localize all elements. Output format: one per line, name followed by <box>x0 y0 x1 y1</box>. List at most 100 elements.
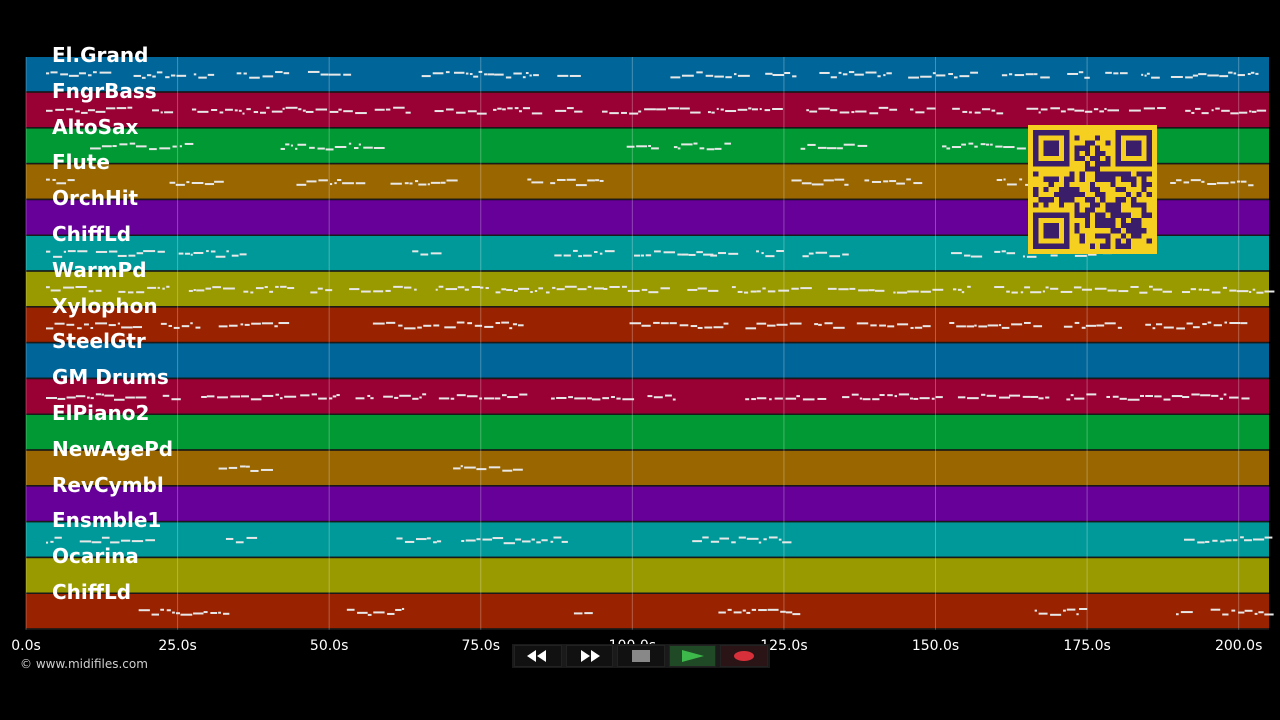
track-lane[interactable] <box>26 522 1269 557</box>
note-cluster <box>300 393 340 400</box>
note-cluster <box>178 250 247 258</box>
note-cluster <box>1230 180 1254 187</box>
note-cluster <box>573 612 593 615</box>
time-tick-label: 200.0s <box>1214 638 1263 654</box>
note-cluster <box>346 607 405 616</box>
track-lane[interactable] <box>26 415 1269 450</box>
track-separator <box>26 341 1269 344</box>
note-cluster <box>162 394 181 401</box>
note-cluster <box>1094 285 1172 294</box>
note-cluster <box>626 145 659 150</box>
note-cluster <box>806 106 898 115</box>
note-cluster <box>1128 107 1166 112</box>
note-cluster <box>188 286 235 292</box>
note-cluster <box>280 142 385 151</box>
qr-code-icon <box>1028 125 1157 254</box>
fast-forward-button[interactable] <box>565 645 614 667</box>
record-button[interactable] <box>720 645 768 667</box>
rewind-button[interactable] <box>514 645 562 667</box>
note-cluster <box>842 393 943 401</box>
track-separator <box>26 377 1269 380</box>
track-lane[interactable] <box>26 594 1269 629</box>
note-cluster <box>1105 71 1128 75</box>
note-cluster <box>236 71 290 79</box>
track-lane[interactable] <box>26 450 1269 486</box>
note-cluster <box>1145 321 1248 330</box>
note-cluster <box>298 108 367 115</box>
note-cluster <box>218 465 273 472</box>
note-cluster <box>421 71 450 78</box>
note-cluster <box>46 393 147 401</box>
track-label: El.Grand <box>52 43 149 67</box>
note-cluster <box>1176 611 1193 616</box>
note-cluster <box>1181 286 1275 294</box>
note-cluster <box>118 285 170 294</box>
note-cluster <box>438 393 528 400</box>
note-cluster <box>957 393 1011 400</box>
track-lane[interactable] <box>26 57 1269 92</box>
track-label: AltoSax <box>52 114 139 139</box>
note-cluster <box>791 178 849 186</box>
track-separator <box>26 413 1269 415</box>
note-cluster <box>1185 107 1267 115</box>
track-lane[interactable] <box>26 307 1269 342</box>
note-cluster <box>493 107 543 115</box>
note-cluster <box>412 250 442 256</box>
track-label: Xylophon <box>52 293 158 318</box>
note-cluster <box>46 178 75 185</box>
note-cluster <box>1063 321 1122 329</box>
note-cluster <box>1034 607 1088 616</box>
note-cluster <box>1141 72 1160 79</box>
time-tick-label: 25.0s <box>158 638 197 654</box>
note-cluster <box>731 286 812 294</box>
note-cluster <box>169 180 224 186</box>
track-label: SteelGtr <box>52 329 146 354</box>
track-label: GM Drums <box>52 365 169 390</box>
stop-button[interactable] <box>617 645 665 667</box>
track-separator <box>26 127 1269 129</box>
note-cluster <box>1067 71 1090 79</box>
track-label: OrchHit <box>52 186 139 211</box>
note-cluster <box>355 394 374 400</box>
note-cluster <box>372 321 440 330</box>
note-cluster <box>79 536 156 544</box>
note-cluster <box>527 178 544 184</box>
note-cluster <box>495 285 604 294</box>
note-cluster <box>90 142 194 151</box>
note-cluster <box>951 252 983 258</box>
track-label: Flute <box>52 150 110 175</box>
note-cluster <box>687 287 719 292</box>
track-lane[interactable] <box>26 558 1269 593</box>
note-cluster <box>46 106 133 114</box>
track-lane[interactable] <box>26 343 1269 378</box>
track-separator <box>26 91 1269 93</box>
note-cluster <box>453 465 523 472</box>
note-cluster <box>1026 107 1120 114</box>
note-cluster <box>893 288 944 294</box>
track-separator <box>26 270 1269 272</box>
note-cluster <box>877 72 892 78</box>
note-cluster <box>800 143 868 150</box>
note-cluster <box>555 107 583 113</box>
note-cluster <box>814 322 845 329</box>
note-cluster <box>827 287 885 292</box>
track-label: Ensmble1 <box>52 508 162 533</box>
track-label: NewAgePd <box>52 436 174 461</box>
track-lane[interactable] <box>26 486 1269 521</box>
track-separator <box>26 449 1269 451</box>
note-cluster <box>461 536 568 545</box>
note-cluster <box>46 250 88 258</box>
play-button[interactable] <box>668 645 717 667</box>
note-cluster <box>551 396 635 401</box>
track-label: ElPiano2 <box>52 401 150 425</box>
note-cluster <box>390 179 458 186</box>
note-cluster <box>1182 393 1250 400</box>
note-cluster <box>745 395 827 401</box>
note-cluster <box>994 250 1016 255</box>
track-separator <box>26 485 1269 487</box>
note-cluster <box>133 71 187 79</box>
note-cluster <box>1170 179 1229 185</box>
time-tick-label: 125.0s <box>760 638 808 654</box>
track-separator <box>26 520 1269 523</box>
